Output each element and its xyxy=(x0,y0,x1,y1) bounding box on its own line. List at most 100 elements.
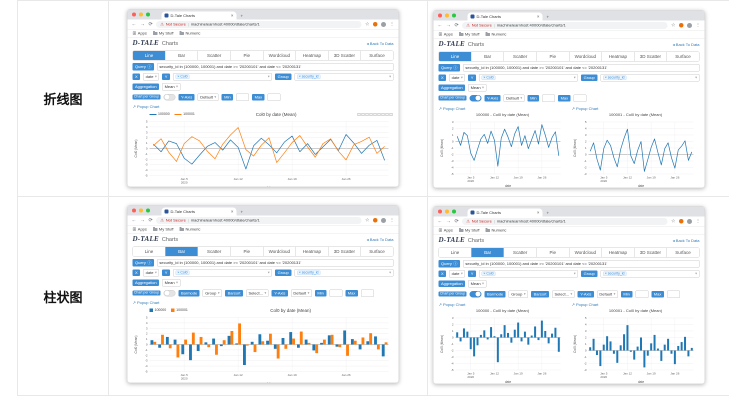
tab-wordcloud[interactable]: Wordcloud xyxy=(263,247,296,256)
barmode-select[interactable]: Group ▾ xyxy=(202,289,223,297)
tab-pie[interactable]: Pie xyxy=(536,248,570,257)
yaxis-select[interactable]: Default ▾ xyxy=(290,289,312,297)
legend-item-100000[interactable]: 100000 xyxy=(149,113,170,116)
query-input[interactable]: security_id in (100000, 100001) and date… xyxy=(462,259,700,268)
bookmark-folder[interactable]: My Stuff xyxy=(152,226,173,232)
popup-chart-link[interactable]: ↗ Popup Chart xyxy=(132,300,160,306)
traffic-light-close-button[interactable] xyxy=(132,12,136,17)
aggregation-select[interactable]: Mean ▾ xyxy=(468,279,487,288)
min-input[interactable] xyxy=(236,93,250,101)
tab-3d-scatter[interactable]: 3D Scatter xyxy=(328,51,361,60)
max-input[interactable] xyxy=(360,289,374,297)
barmode-select[interactable]: Group ▾ xyxy=(508,290,529,298)
aggregation-select[interactable]: Mean ▾ xyxy=(468,83,487,92)
traffic-light-minimize-button[interactable] xyxy=(139,208,143,213)
traffic-light-close-button[interactable] xyxy=(438,209,442,214)
tab-wordcloud[interactable]: Wordcloud xyxy=(569,52,602,61)
modebar-icon[interactable] xyxy=(381,112,385,116)
url-field[interactable]: ⚠ Not Secure | machinelearnhost:40000/dtale… xyxy=(156,216,362,224)
bookmark-apps[interactable]: ⊞ Apps xyxy=(439,228,453,234)
browser-menu-icon[interactable]: ⋮ xyxy=(695,218,701,225)
back-icon[interactable]: ← xyxy=(437,218,443,225)
bookmark-star-icon[interactable]: ☆ xyxy=(365,21,370,28)
x-select[interactable]: date ▾ xyxy=(143,72,160,81)
tab-3d-scatter[interactable]: 3D Scatter xyxy=(328,247,361,256)
profile-avatar[interactable] xyxy=(687,218,692,224)
reload-icon[interactable]: ⟳ xyxy=(454,218,459,225)
browser-menu-icon[interactable]: ⋮ xyxy=(389,21,395,28)
new-tab-button[interactable]: + xyxy=(240,13,244,19)
back-to-data-link[interactable]: ◂ Back To Data xyxy=(672,238,700,244)
tab-bar[interactable]: Bar xyxy=(165,247,199,256)
url-field[interactable]: ⚠ Not Secure | machinelearnhost:40000/dtale… xyxy=(462,21,668,29)
tab-line[interactable]: Line xyxy=(439,248,472,257)
legend-item-100001[interactable]: 100001 xyxy=(174,113,195,116)
modebar-icon[interactable] xyxy=(373,112,377,116)
x-select[interactable]: date ▾ xyxy=(449,269,466,278)
max-input[interactable] xyxy=(573,94,587,102)
x-select[interactable]: date ▾ xyxy=(449,73,466,82)
reload-icon[interactable]: ⟳ xyxy=(148,21,153,28)
tab-pie[interactable]: Pie xyxy=(536,52,570,61)
traffic-light-close-button[interactable] xyxy=(132,208,136,213)
group-select[interactable]: × security_id ▾ xyxy=(294,268,394,277)
min-input[interactable] xyxy=(635,290,649,298)
tab-scatter[interactable]: Scatter xyxy=(198,247,231,256)
forward-icon[interactable]: → xyxy=(140,21,145,28)
tab-close-icon[interactable]: × xyxy=(230,13,234,18)
traffic-light-close-button[interactable] xyxy=(438,13,442,18)
min-input[interactable] xyxy=(329,289,343,297)
browser-menu-icon[interactable]: ⋮ xyxy=(389,217,395,224)
bookmark-apps[interactable]: ⊞ Apps xyxy=(439,32,453,38)
group-select-token[interactable]: × security_id xyxy=(602,271,627,276)
back-to-data-link[interactable]: ◂ Back To Data xyxy=(672,42,700,48)
aggregation-select[interactable]: Mean ▾ xyxy=(162,82,181,91)
new-tab-button[interactable]: + xyxy=(240,209,244,215)
bookmark-folder[interactable]: Numeric xyxy=(179,30,200,36)
tab-scatter[interactable]: Scatter xyxy=(198,51,231,60)
tab-heatmap[interactable]: Heatmap xyxy=(295,247,329,256)
tab-scatter[interactable]: Scatter xyxy=(504,52,537,61)
aggregation-select[interactable]: Mean ▾ xyxy=(162,278,181,287)
group-select-token[interactable]: × security_id xyxy=(602,75,627,80)
chart-per-group-toggle[interactable] xyxy=(469,290,482,298)
tab-scatter[interactable]: Scatter xyxy=(504,248,537,257)
bookmark-star-icon[interactable]: ☆ xyxy=(365,217,370,224)
tab-heatmap[interactable]: Heatmap xyxy=(601,248,635,257)
bookmark-folder[interactable]: My Stuff xyxy=(152,30,173,36)
tab-heatmap[interactable]: Heatmap xyxy=(295,51,329,60)
popup-chart-link[interactable]: ↗ Popup Chart xyxy=(571,106,599,112)
group-select-token[interactable]: × security_id xyxy=(296,270,321,275)
x-select[interactable]: date ▾ xyxy=(143,268,160,277)
extension-icon[interactable] xyxy=(679,23,684,28)
barsort-select[interactable]: Select... ▾ xyxy=(552,290,575,298)
y-select-token[interactable]: × Col0 xyxy=(175,74,190,79)
popup-chart-link[interactable]: ↗ Popup Chart xyxy=(438,302,466,308)
new-tab-button[interactable]: + xyxy=(546,210,550,216)
y-select-token[interactable]: × Col0 xyxy=(481,75,496,80)
yaxis-select[interactable]: Default ▾ xyxy=(596,290,618,298)
tab-surface[interactable]: Surface xyxy=(666,248,699,257)
tab-line[interactable]: Line xyxy=(133,51,166,60)
group-select-token[interactable]: × security_id xyxy=(296,74,321,79)
url-field[interactable]: ⚠ Not Secure | machinelearnhost:40000/dtale… xyxy=(462,217,668,225)
y-select-token[interactable]: × Col0 xyxy=(481,271,496,276)
tab-pie[interactable]: Pie xyxy=(230,51,264,60)
modebar-icon[interactable] xyxy=(357,112,361,116)
tab-heatmap[interactable]: Heatmap xyxy=(601,52,635,61)
query-input[interactable]: security_id in (100000, 100001) and date… xyxy=(156,258,394,267)
min-input[interactable] xyxy=(542,94,556,102)
legend-item-100000[interactable]: 100000 xyxy=(149,308,166,312)
back-icon[interactable]: ← xyxy=(131,217,137,224)
legend-item-100001[interactable]: 100001 xyxy=(171,308,188,312)
traffic-light-zoom-button[interactable] xyxy=(452,13,456,18)
back-to-data-link[interactable]: ◂ Back To Data xyxy=(366,237,394,243)
tab-bar[interactable]: Bar xyxy=(165,51,199,60)
tab-3d-scatter[interactable]: 3D Scatter xyxy=(634,52,667,61)
back-icon[interactable]: ← xyxy=(437,22,443,29)
tab-wordcloud[interactable]: Wordcloud xyxy=(569,248,602,257)
forward-icon[interactable]: → xyxy=(140,217,145,224)
browser-tab[interactable]: D-Tale Charts × xyxy=(467,12,543,21)
modebar-icon[interactable] xyxy=(385,112,389,116)
extension-icon[interactable] xyxy=(373,218,378,223)
